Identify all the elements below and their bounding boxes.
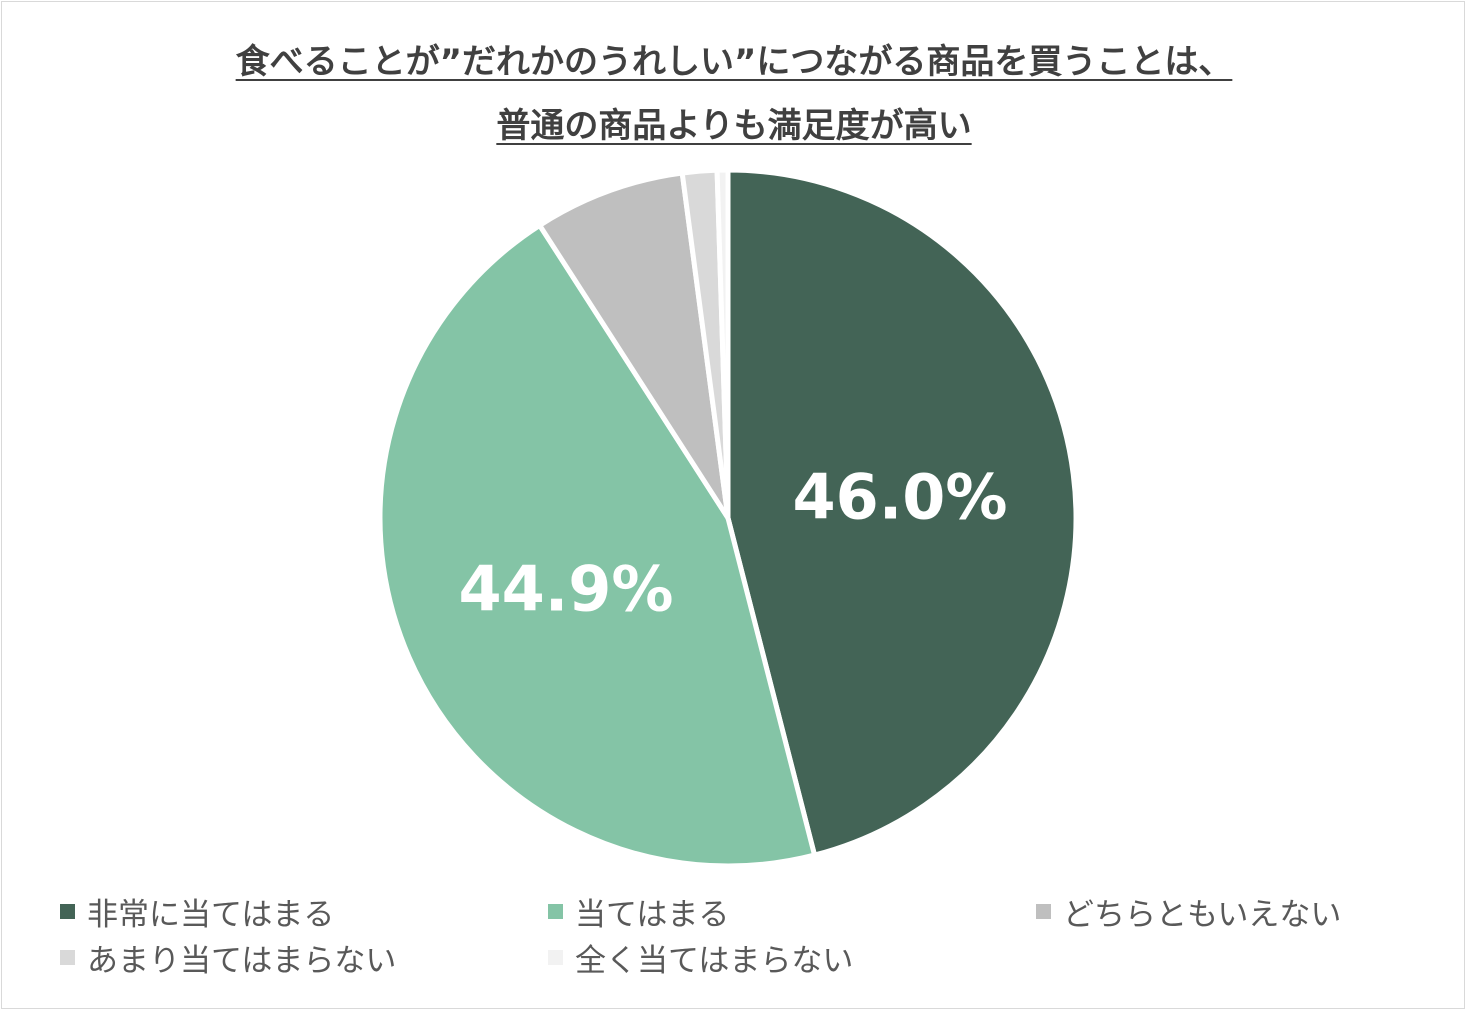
legend-swatch	[548, 949, 563, 965]
legend-label: 非常に当てはまる	[87, 896, 335, 933]
legend-item-not-applicable-at-all: 全く当てはまらない	[548, 937, 854, 979]
legend-label: 当てはまる	[575, 896, 730, 933]
legend-swatch	[1036, 903, 1051, 919]
chart-title-line-1-text: 食べることが”だれかのうれしい”につながる商品を買うことは、	[235, 42, 1233, 82]
legend-label: あまり当てはまらない	[87, 942, 397, 979]
legend-swatch	[60, 949, 75, 965]
legend-swatch	[548, 903, 563, 919]
pie-slice-not-applicable-at-all	[714, 167, 731, 521]
chart-title-line-2-text: 普通の商品よりも満足度が高い	[496, 106, 972, 146]
legend-item-very-applicable: 非常に当てはまる	[60, 891, 335, 933]
legend-label: 全く当てはまらない	[575, 942, 854, 979]
chart-title-line-1: 食べることが”だれかのうれしい”につながる商品を買うことは、	[0, 34, 1468, 83]
legend-swatch	[60, 903, 75, 919]
pie-slice-neutral	[537, 170, 731, 521]
pie-slice-applicable	[377, 222, 818, 869]
legend-item-neutral: どちらともいえない	[1036, 891, 1342, 933]
legend-label: どちらともいえない	[1063, 896, 1342, 933]
data-label-very-applicable: 46.0%	[792, 461, 1007, 534]
chart-title-line-2: 普通の商品よりも満足度が高い	[0, 98, 1468, 147]
legend-item-applicable: 当てはまる	[548, 891, 730, 933]
legend-item-not-very-applicable: あまり当てはまらない	[60, 937, 397, 979]
pie-slice-very-applicable	[725, 167, 1079, 858]
data-label-applicable: 44.9%	[458, 553, 673, 626]
